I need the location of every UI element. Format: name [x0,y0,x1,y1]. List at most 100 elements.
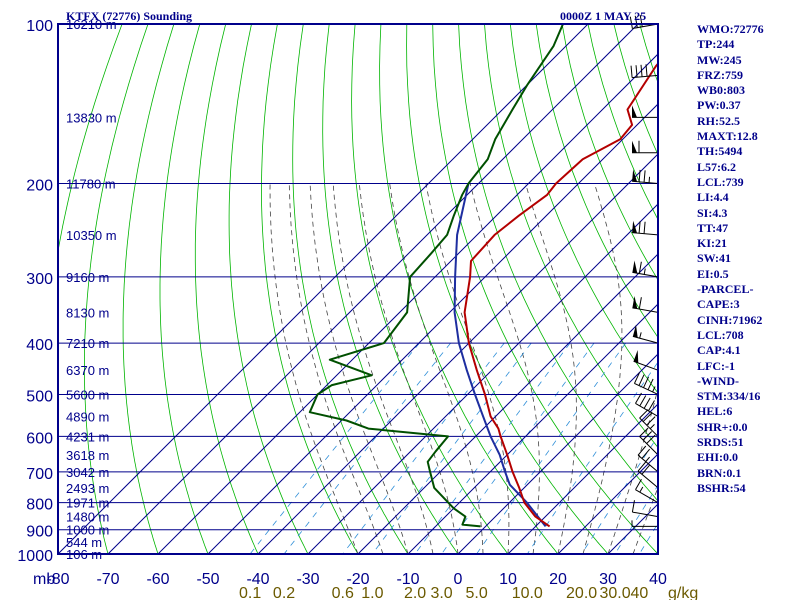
temperature-tick-label: 0 [454,571,463,588]
height-label: 4890 m [66,409,109,424]
dry-adiabat-line [292,24,409,554]
dry-adiabat-line [484,24,658,449]
index-item: WMO:72776 [697,22,764,36]
index-item: EI:0.5 [697,266,729,281]
wind-barb-half-flag [652,386,656,393]
index-item: MAXT:12.8 [697,129,758,144]
isotherm-line [58,24,589,554]
index-item: L57:6.2 [697,159,736,174]
index-item: LCL:739 [697,174,744,189]
index-item: TH:5494 [697,144,743,159]
isotherm-line [557,453,658,554]
wind-barb-staff [632,307,659,313]
height-label: 10350 m [66,228,117,243]
wind-barb-half-flag [645,456,650,462]
height-label: 3618 m [66,448,109,463]
pressure-tick-label: 1000 [17,548,53,565]
mixing-ratio-tick-label: 0.6 [332,585,354,600]
wind-barb-half-flag [639,332,642,339]
wind-barb-flag [635,65,638,78]
wind-barb-staff [632,511,659,518]
wind-barb-pennant [633,350,639,364]
dry-adiabat-line [379,24,559,554]
height-label: 9160 m [66,270,109,285]
parcel-profile-line [453,183,547,528]
mixing-ratio-tick-label: 10.0 [512,585,543,600]
temperature-tick-label: -10 [396,571,419,588]
wind-barb-pennant [632,105,637,118]
wind-barb-flag [648,400,655,412]
temperature-tick-label: -30 [296,571,319,588]
wind-barb-flag [638,297,642,310]
wind-barb-flag [646,416,656,426]
dry-adiabat-line [432,24,658,554]
indices-panel: WMO:72776 TP:244 MW:245 FRZ:759 WB0:803 PW:0.… [697,22,797,496]
pressure-tick-label: 800 [26,497,53,514]
dry-adiabat-line [194,24,259,554]
index-item: SW:41 [697,251,732,266]
dry-adiabat-line [58,24,123,554]
isotherm-line [507,403,658,554]
wind-barb-flag [634,15,638,28]
wind-barb-staff [635,402,659,417]
wind-barb-staff [637,470,659,489]
height-label: 13830 m [66,110,117,125]
index-item: STM:334/16 [697,389,761,404]
index-item: EHI:0.0 [697,450,739,465]
wind-barb-staff [632,335,659,344]
mixing-ratio-tick-label: 1.0 [361,585,383,600]
index-item: PW:0.37 [697,98,741,113]
mixing-ratio-tick-label: 20.0 [566,585,597,600]
height-label: 1480 m [66,510,109,525]
index-item: CAP:4.1 [697,343,741,358]
wind-barb-flag [641,448,651,459]
wind-barb-flag [638,374,645,386]
dry-adiabat-line [458,24,658,502]
index-item: SRDS:51 [697,435,744,450]
dry-adiabat-line [561,24,658,281]
index-item: TT:47 [697,220,729,235]
dry-adiabat-line [228,24,309,554]
wind-barb-flag [638,261,642,274]
wind-barb-flag [643,221,646,234]
temperature-tick-label: -80 [46,571,69,588]
temperature-tick-label: 40 [649,571,667,588]
isotherm-line [107,24,639,554]
wind-barb-flag [639,427,649,437]
height-label: 7210 m [66,336,109,351]
wind-barb-flag [630,65,633,78]
index-item: BSHR:54 [697,480,746,495]
wind-barb-flag [642,431,652,441]
wind-barb-pennant [632,140,637,153]
wind-barb-flag [631,500,635,513]
dry-adiabat-line [122,24,175,554]
wind-barb-flag [639,395,647,407]
mixing-ratio-unit-label: g/kg [668,585,698,600]
index-item: LI:4.4 [697,190,729,205]
pressure-tick-label: 700 [26,466,53,483]
height-label: 3042 m [66,465,109,480]
wind-barb-flag [647,378,654,391]
height-label: 8130 m [66,305,109,320]
dry-adiabat-line [261,24,359,554]
index-item: FRZ:759 [697,67,743,82]
height-label: 6370 m [66,363,109,378]
wind-barb-pennant [632,169,638,182]
height-label: 2493 m [66,481,109,496]
wind-barb-pennant [632,324,638,338]
dry-adiabat-line [535,24,658,339]
index-item: BRN:0.1 [697,465,742,480]
isotherm-line [457,353,658,554]
temperature-profile-line [463,62,658,528]
dry-adiabat-line [84,24,149,554]
index-item: MW:245 [697,52,742,67]
pressure-tick-label: 500 [26,388,53,405]
index-item: CINH:71962 [697,312,763,327]
mixing-ratio-tick-label: 0.2 [273,585,295,600]
mixing-ratio-tick-label: 2.0 [404,585,426,600]
plot-frame [57,23,659,555]
dewpoint-profile-line [308,24,564,528]
wind-barb-pennant [632,260,638,274]
wind-barb-flag [639,409,649,419]
